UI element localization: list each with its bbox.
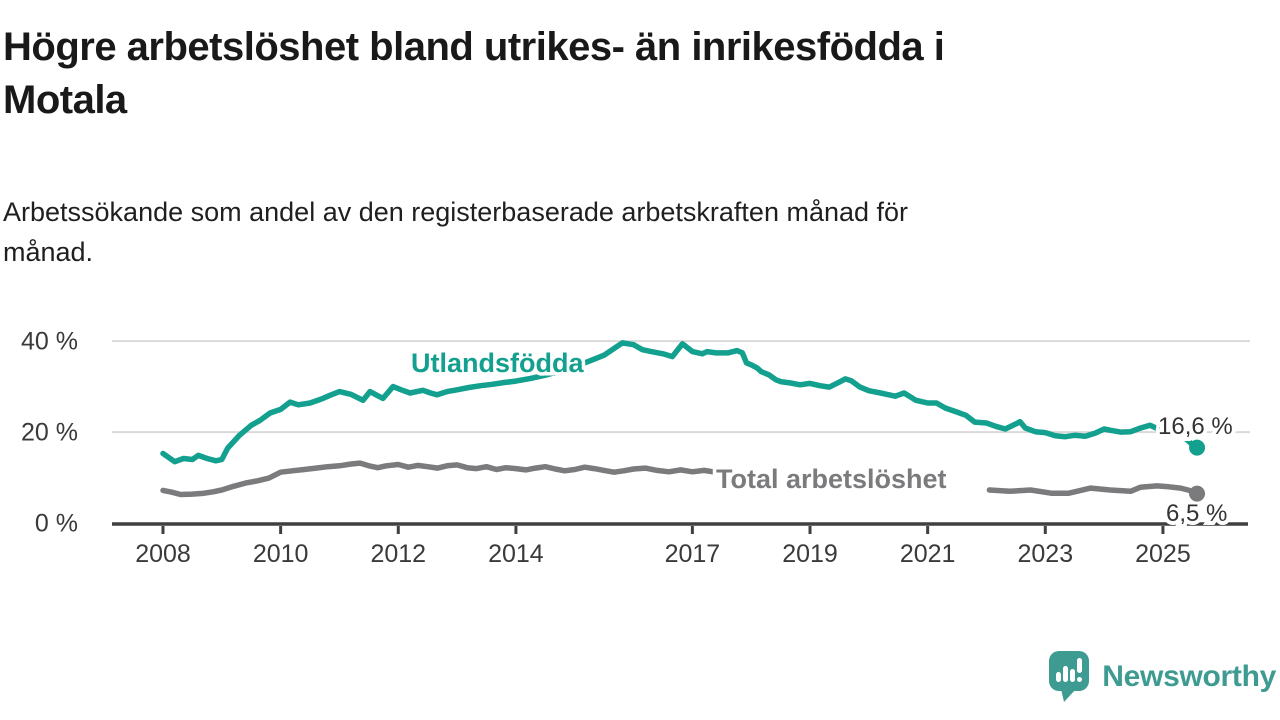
chart-subtitle-line-2: månad. [3, 237, 94, 267]
series-line-total [160, 460, 716, 498]
series-label-utlandsfodda: Utlandsfödda [411, 348, 584, 378]
chart-subtitle: Arbetssökande som andel av den registerb… [3, 192, 908, 272]
y-tick-label: 0 % [35, 510, 78, 538]
chart-subtitle-line-1: Arbetssökande som andel av den registerb… [3, 197, 909, 227]
series-endpoint-dot-utlandsfodda [1189, 439, 1206, 456]
newsworthy-logo-icon [1049, 651, 1090, 702]
newsworthy-wordmark: Newsworthy [1102, 660, 1276, 693]
x-tick-label: 2021 [900, 540, 956, 568]
end-value-label-total: 6,5 % [1166, 500, 1227, 527]
x-tick-label: 2023 [1017, 540, 1073, 568]
x-tick-label: 2008 [135, 540, 191, 568]
y-tick-label: 40 % [21, 328, 78, 356]
chart-title: Högre arbetslöshet bland utrikes- än inr… [3, 21, 945, 127]
series-endpoint-dot-total [1189, 485, 1206, 502]
x-tick-label: 2014 [488, 540, 544, 568]
x-tick-label: 2010 [253, 540, 309, 568]
y-tick-label: 20 % [21, 419, 78, 447]
x-tick-label: 2017 [665, 540, 721, 568]
chart-title-line-1: Högre arbetslöshet bland utrikes- än inr… [3, 25, 945, 69]
x-tick-label: 2012 [370, 540, 426, 568]
x-tick-label: 2019 [782, 540, 838, 568]
series-label-total: Total arbetslöshet [716, 464, 947, 494]
x-tick-label: 2025 [1135, 540, 1191, 568]
newsworthy-branding: Newsworthy [1048, 650, 1276, 704]
end-value-label-utlandsfodda: 16,6 % [1158, 413, 1233, 440]
series-line-total [986, 483, 1200, 497]
chart-title-line-2: Motala [3, 78, 127, 122]
series-line-utlandsfodda [160, 340, 1200, 465]
